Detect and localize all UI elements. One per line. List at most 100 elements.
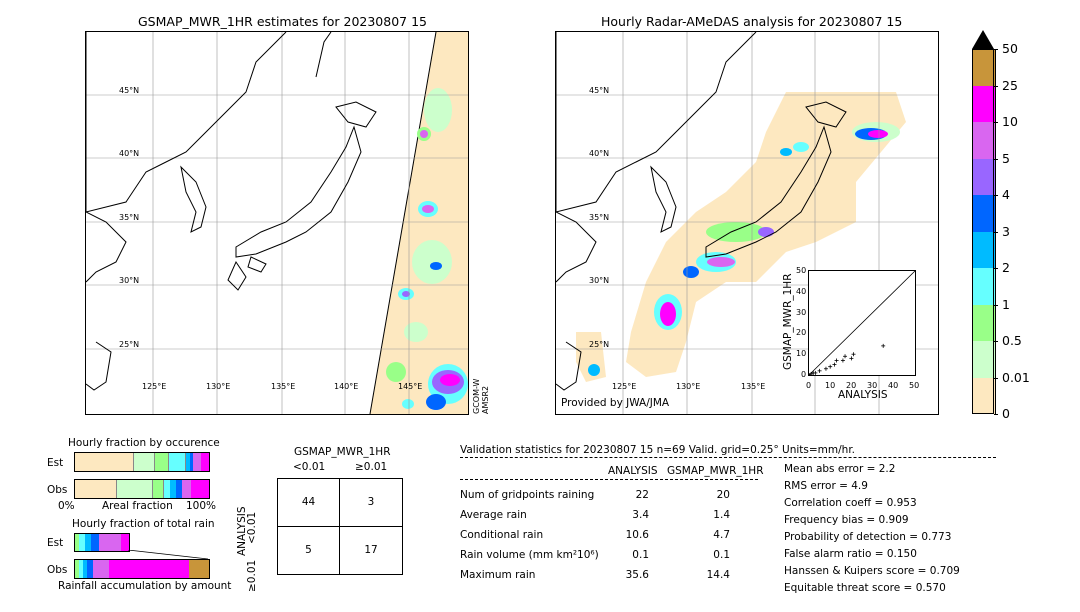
stat-label-maximum: Maximum rain [460, 569, 536, 581]
total-rain-title: Hourly fraction of total rain [72, 518, 215, 530]
swath-edge [369, 32, 437, 414]
total-rain-est-bar [74, 533, 130, 552]
colorbar-tick [994, 85, 998, 87]
colorbar-tick [994, 158, 998, 160]
scatter-point [881, 343, 886, 348]
scatter-xtick-10: 10 [825, 381, 836, 390]
score-mae: Mean abs error = 2.2 [784, 463, 896, 475]
colorbar-label: 4 [1002, 187, 1010, 202]
lon-label-130: 130°E [206, 382, 231, 391]
r-lat-label-30: 30°N [589, 276, 610, 285]
stat-gsmap-average: 1.4 [713, 509, 730, 521]
stat-gsmap-conditional: 4.7 [713, 529, 730, 541]
contingency-cell-c: 5 [305, 544, 312, 556]
scatter-xtick-50: 50 [909, 381, 920, 390]
r-lat-label-40: 40°N [589, 149, 610, 158]
scatter-plot [807, 270, 916, 377]
lon-label-135: 135°E [271, 382, 296, 391]
r-lon-label-135: 135°E [741, 382, 766, 391]
scatter-point [823, 366, 828, 371]
colorbar-label: 0.5 [1002, 333, 1022, 348]
scatter-point [843, 354, 848, 359]
right-coastlines [556, 32, 847, 391]
occurrence-title: Hourly fraction by occurence [68, 437, 220, 449]
right-rain-cells [588, 122, 900, 376]
r-lon-label-130: 130°E [676, 382, 701, 391]
colorbar-tick [994, 49, 998, 50]
contingency-row1: <0.01 [246, 511, 258, 544]
colorbar: 50 25 10 5 4 3 2 1 0.5 0.01 0 [972, 30, 1030, 421]
lat-label-40: 40°N [119, 149, 140, 158]
colorbar-segment [972, 85, 996, 122]
stat-gsmap-maximum: 14.4 [706, 569, 730, 581]
colorbar-label: 0.01 [1002, 369, 1030, 385]
validation-subdivider [460, 479, 758, 480]
scatter-point [817, 368, 822, 373]
lat-label-35: 35°N [119, 213, 140, 222]
contingency-cell-d: 17 [364, 544, 378, 556]
occurrence-obs-label: Obs [47, 484, 68, 496]
colorbar-tick [994, 122, 998, 123]
left-map-canvas [86, 32, 468, 414]
colorbar-label: 50 [1002, 41, 1018, 56]
total-rain-obs-bar [74, 559, 210, 579]
colorbar-tick [994, 414, 998, 415]
colorbar-label: 0 [1002, 406, 1010, 421]
occurrence-axis-mid: Areal fraction [102, 500, 173, 512]
scatter-diagonal [808, 270, 916, 376]
total-rain-obs-label: Obs [47, 564, 68, 576]
stat-analysis-maximum: 35.6 [625, 569, 649, 581]
total-rain-axis-caption: Rainfall accumulation by amount [58, 580, 232, 592]
scatter-ytick-30: 30 [796, 308, 807, 317]
col-gsmap-header: GSMAP_MWR_1HR [667, 465, 764, 477]
left-map: 45°N 40°N 35°N 30°N 25°N 125°E 130°E 135… [85, 31, 469, 415]
contingency-title: GSMAP_MWR_1HR [294, 446, 391, 458]
colorbar-label: 3 [1002, 223, 1010, 239]
r-lat-label-45: 45°N [589, 86, 610, 95]
stat-analysis-volume: 0.1 [632, 549, 649, 561]
total-rain-connector [127, 550, 209, 560]
scatter-point [840, 358, 845, 363]
scatter-ytick-20: 20 [796, 328, 807, 337]
score-pod: Probability of detection = 0.773 [784, 531, 952, 543]
col-analysis-header: ANALYSIS [608, 465, 658, 477]
r-lon-label-125: 125°E [612, 382, 637, 391]
occurrence-axis-right: 100% [186, 500, 217, 512]
scatter-xtick-20: 20 [846, 381, 857, 390]
score-frequency-bias: Frequency bias = 0.909 [784, 514, 909, 526]
scatter-ytick-50: 50 [796, 266, 807, 275]
contingency-row2: ≥0.01 [246, 559, 258, 592]
r-lat-label-25: 25°N [589, 340, 610, 349]
lat-label-45: 45°N [119, 86, 140, 95]
colorbar-tick [994, 231, 998, 233]
left-gridlines [86, 32, 468, 414]
right-map-title: Hourly Radar-AMeDAS analysis for 2023080… [601, 14, 903, 29]
sensor-label-1: GCOM-W [472, 378, 481, 414]
left-coastlines [86, 32, 377, 391]
lat-label-30: 30°N [119, 276, 140, 285]
colorbar-label: 2 [1002, 260, 1010, 275]
colorbar-tick [994, 304, 998, 306]
contingency-cell-b: 3 [367, 496, 375, 508]
colorbar-label: 10 [1002, 114, 1018, 129]
scatter-point [828, 364, 833, 369]
colorbar-top-arrow [972, 30, 994, 49]
scatter-xtick-40: 40 [888, 381, 899, 390]
scatter-point [834, 358, 839, 363]
validation-header: Validation statistics for 20230807 15 n=… [460, 444, 856, 456]
score-hk: Hanssen & Kuipers score = 0.709 [784, 565, 960, 577]
contingency-table: 44 3 5 17 [277, 478, 403, 575]
scatter-xtick-0: 0 [806, 381, 812, 390]
colorbar-tick [994, 341, 998, 342]
scatter-ylabel: GSMAP_MWR_1HR [782, 273, 794, 370]
colorbar-label: 1 [1002, 296, 1010, 312]
occurrence-est-bar [74, 452, 210, 472]
occurrence-obs-bar [74, 479, 210, 499]
colorbar-label: 5 [1002, 150, 1010, 166]
stat-label-volume: Rain volume (mm km²10⁶) [460, 549, 599, 561]
sensor-label-2: AMSR2 [481, 385, 490, 414]
scatter-point [851, 352, 856, 357]
stat-gsmap-gridpoints: 20 [716, 489, 730, 501]
right-map-canvas [556, 32, 938, 414]
colorbar-tick [994, 195, 998, 196]
